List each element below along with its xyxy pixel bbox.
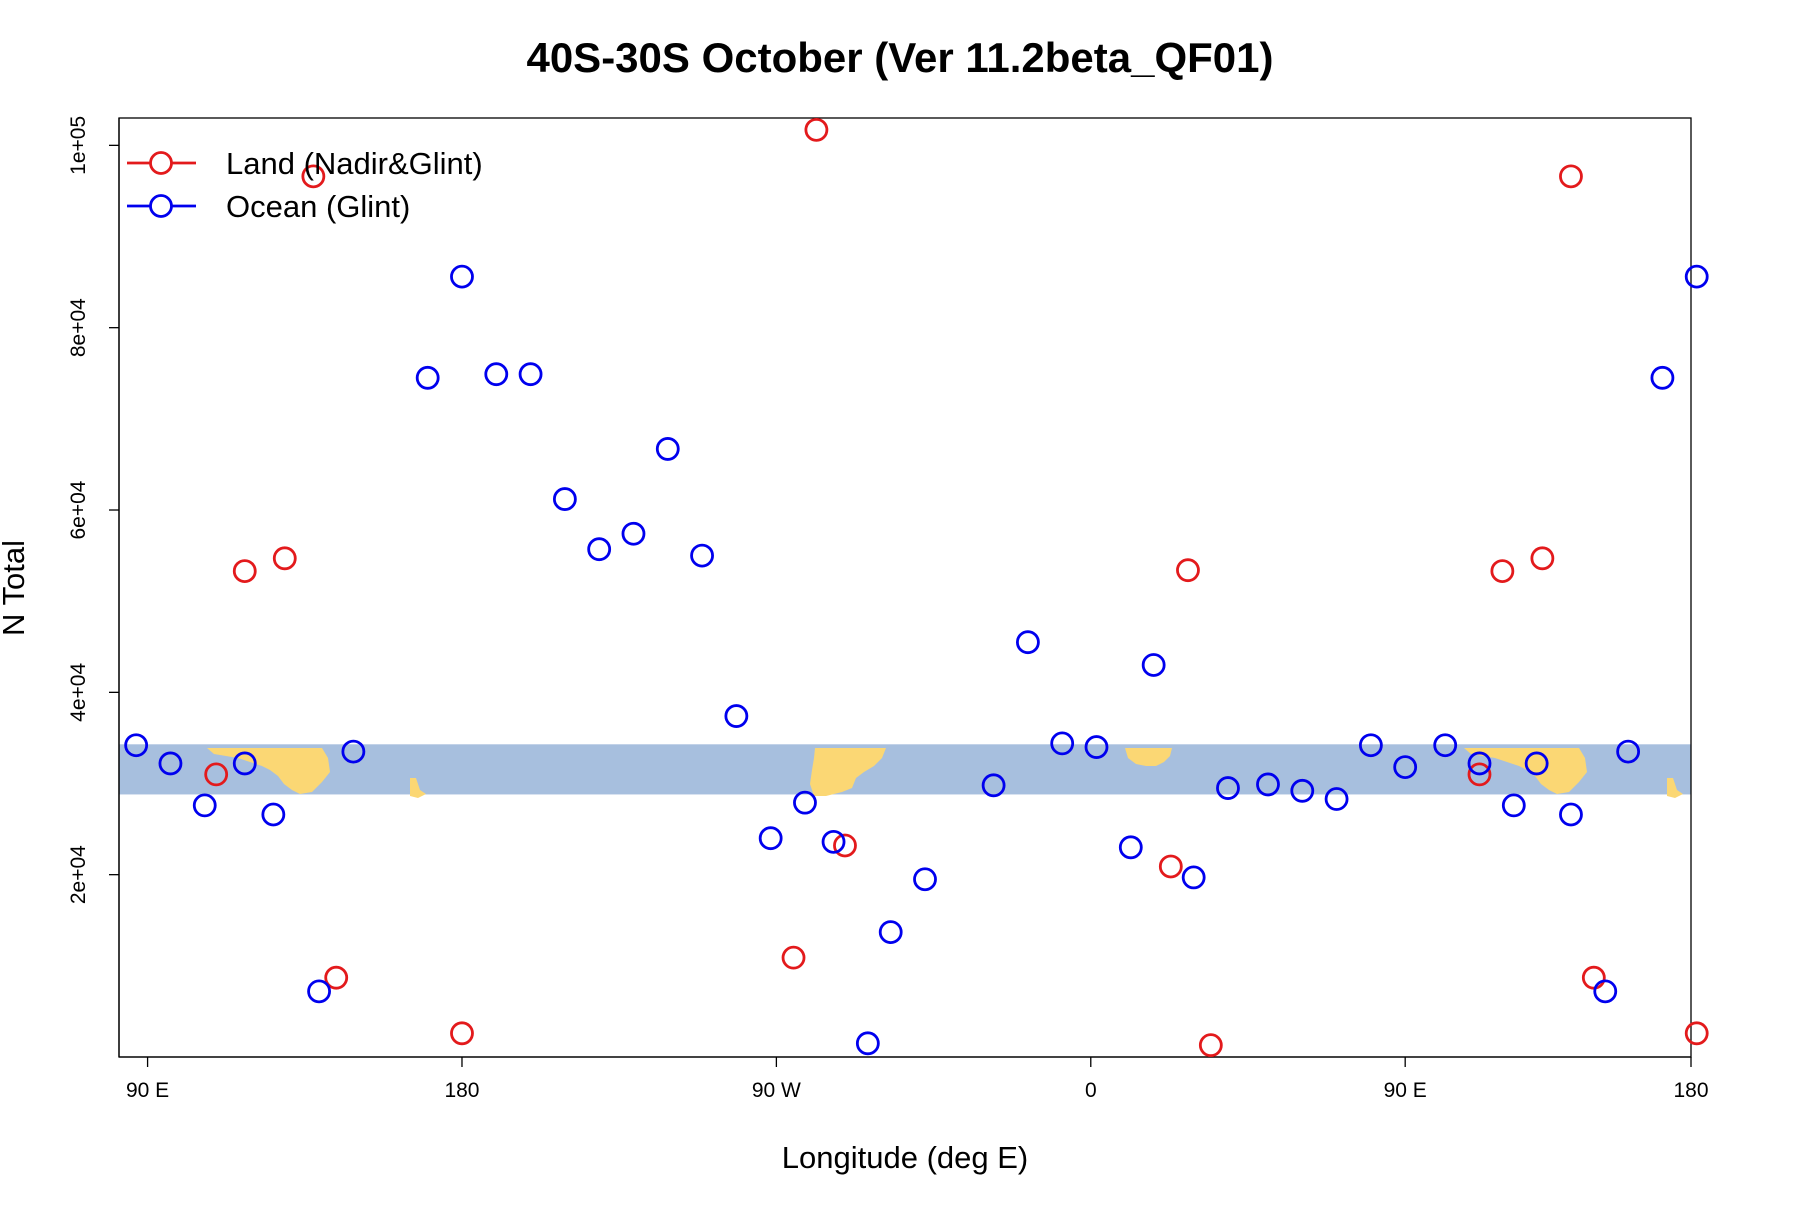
x-tick-label: 180 xyxy=(444,1079,479,1102)
ocean-point xyxy=(1118,835,1143,860)
ocean-point xyxy=(724,704,749,728)
ocean-point xyxy=(1524,751,1549,776)
land-point xyxy=(272,546,297,571)
ocean-point xyxy=(415,365,440,390)
land-point xyxy=(324,965,349,990)
ocean-point xyxy=(981,773,1006,798)
data-points xyxy=(124,117,1709,1058)
ocean-point xyxy=(341,739,366,764)
ocean-point xyxy=(124,733,149,758)
land-point xyxy=(1176,558,1200,583)
legend: Land (Nadir&Glint) Ocean (Glint) xyxy=(127,146,483,224)
ocean-point xyxy=(793,790,817,815)
ocean-point xyxy=(913,867,937,892)
ocean-point xyxy=(1050,731,1075,756)
ocean-point xyxy=(552,487,577,511)
ocean-point xyxy=(484,362,509,387)
ocean-point xyxy=(450,264,474,289)
y-tick-label: 6e+04 xyxy=(67,480,90,539)
land-point xyxy=(1158,854,1183,879)
ocean-point xyxy=(1593,979,1618,1004)
x-axis-label: Longitude (deg E) xyxy=(782,1140,1028,1175)
ocean-point xyxy=(1290,778,1315,803)
ocean-point xyxy=(1181,865,1206,890)
ocean-point xyxy=(1324,787,1349,811)
land-point xyxy=(1559,164,1583,189)
y-axis-label: N Total xyxy=(0,540,31,636)
x-tick-label: 0 xyxy=(1085,1079,1097,1102)
chart-title: 40S-30S October (Ver 11.2beta_QF01) xyxy=(526,34,1273,81)
ocean-point xyxy=(878,920,903,945)
land-australia-repeat xyxy=(1464,748,1587,794)
ocean-point xyxy=(1467,751,1492,776)
ocean-point xyxy=(1016,630,1040,655)
land-new-zealand-repeat xyxy=(1667,778,1683,798)
land-point xyxy=(204,762,229,787)
x-tick-label: 90 W xyxy=(752,1079,801,1102)
ocean-point xyxy=(307,979,331,1004)
land-south-america xyxy=(810,748,886,796)
ocean-point xyxy=(587,537,612,562)
ocean-point xyxy=(1141,653,1166,677)
legend-marker xyxy=(149,151,173,175)
ocean-point xyxy=(1358,733,1383,758)
land-point xyxy=(1198,1033,1223,1058)
ocean-point xyxy=(1650,365,1675,390)
y-tick-label: 2e+04 xyxy=(67,845,90,904)
land-point xyxy=(833,833,857,858)
ocean-point xyxy=(1216,776,1240,800)
land-point xyxy=(1684,1021,1709,1046)
land-new-zealand xyxy=(410,778,426,798)
y-tick-label: 8e+04 xyxy=(67,298,90,357)
ocean-point xyxy=(1559,802,1583,827)
ocean-point xyxy=(1616,739,1641,764)
land-point xyxy=(1530,546,1555,571)
ocean-point xyxy=(690,543,714,568)
y-axis: 2e+04 4e+04 6e+04 8e+04 1e+05 xyxy=(67,116,120,1057)
ocean-point xyxy=(518,362,543,387)
series-land xyxy=(204,117,1709,1058)
ocean-point xyxy=(232,751,257,776)
ocean-point xyxy=(1501,793,1526,818)
ocean-point xyxy=(655,437,680,461)
ocean-point xyxy=(621,521,646,546)
land-south-africa xyxy=(1125,748,1172,766)
legend-marker xyxy=(149,194,173,218)
land-point xyxy=(804,117,829,142)
land-point xyxy=(232,559,257,583)
ocean-point xyxy=(821,829,846,854)
ocean-point xyxy=(1393,755,1418,779)
land-point xyxy=(301,164,326,189)
ocean-point xyxy=(1684,264,1709,289)
y-tick-label: 4e+04 xyxy=(67,663,90,722)
ocean-point xyxy=(1433,733,1458,758)
land-point xyxy=(781,945,806,970)
legend-label: Land (Nadir&Glint) xyxy=(226,146,483,181)
world-map-strip xyxy=(119,744,1691,798)
ocean-point xyxy=(1256,772,1280,797)
ocean-point xyxy=(855,1031,880,1056)
x-axis: 90 E 180 90 W 0 90 E 180 xyxy=(119,1056,1709,1102)
land-point xyxy=(450,1021,474,1046)
ocean-point xyxy=(261,802,286,827)
x-tick-label: 180 xyxy=(1673,1079,1708,1102)
x-tick-label: 90 E xyxy=(1384,1079,1427,1102)
ocean-point xyxy=(192,793,217,818)
map-ocean-band xyxy=(119,744,1691,795)
land-point xyxy=(1581,965,1606,990)
series-ocean xyxy=(124,264,1709,1056)
x-tick-label: 90 E xyxy=(126,1079,169,1102)
ocean-point xyxy=(758,826,783,851)
ocean-point xyxy=(158,751,183,776)
land-point xyxy=(1490,559,1515,583)
ocean-point xyxy=(1084,735,1109,759)
plot-frame xyxy=(118,117,1692,1058)
legend-label: Ocean (Glint) xyxy=(226,189,410,224)
y-tick-label: 1e+05 xyxy=(67,116,90,175)
land-australia xyxy=(207,748,330,794)
land-point xyxy=(1467,762,1492,787)
